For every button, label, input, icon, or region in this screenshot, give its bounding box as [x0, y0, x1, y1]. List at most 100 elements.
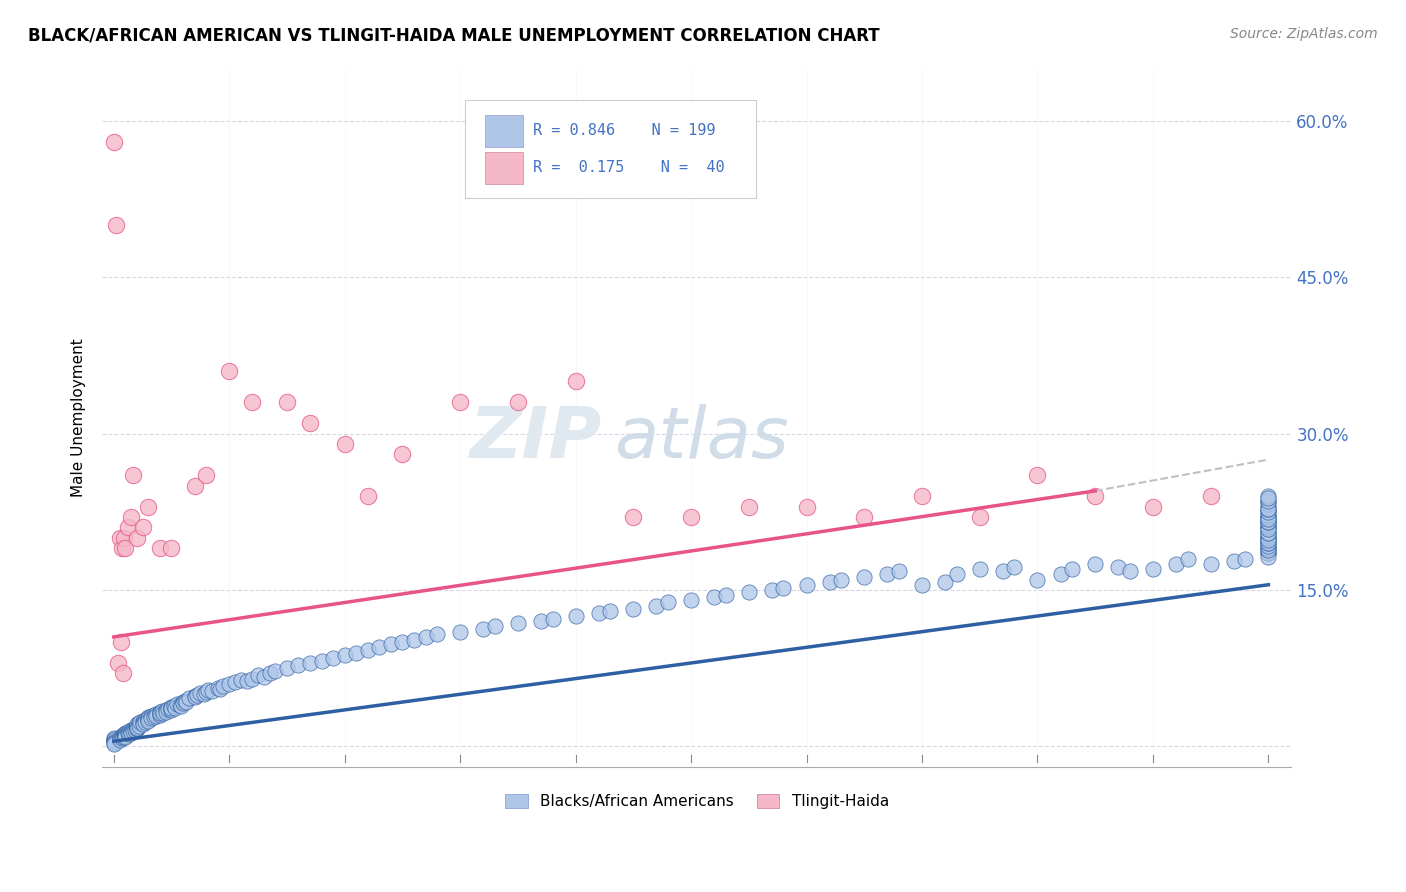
Point	[945, 567, 967, 582]
Point	[1257, 536, 1279, 550]
Point	[193, 687, 215, 701]
Point	[114, 726, 136, 740]
Point	[117, 520, 139, 534]
Point	[125, 722, 148, 736]
Point	[174, 693, 197, 707]
Point	[160, 699, 183, 714]
Point	[391, 447, 413, 461]
Point	[1002, 560, 1025, 574]
Point	[1026, 573, 1049, 587]
Point	[1257, 546, 1279, 560]
Point	[177, 691, 200, 706]
Point	[122, 468, 145, 483]
Point	[969, 510, 991, 524]
Point	[186, 688, 208, 702]
Point	[506, 616, 529, 631]
Point	[124, 721, 146, 735]
Point	[1257, 510, 1279, 524]
Point	[1257, 512, 1279, 526]
Point	[131, 716, 153, 731]
Point	[299, 656, 322, 670]
Point	[1257, 494, 1279, 508]
Point	[111, 666, 134, 681]
Point	[876, 567, 898, 582]
Point	[564, 609, 586, 624]
Point	[160, 541, 183, 556]
Point	[183, 690, 205, 704]
Point	[1257, 543, 1279, 558]
Point	[139, 709, 162, 723]
Point	[1257, 512, 1279, 526]
Point	[114, 729, 136, 743]
Point	[143, 710, 166, 724]
Point	[103, 731, 125, 745]
Point	[172, 694, 194, 708]
Point	[166, 697, 188, 711]
Point	[1164, 557, 1187, 571]
Point	[114, 727, 136, 741]
Point	[224, 674, 246, 689]
Point	[131, 717, 153, 731]
Point	[125, 720, 148, 734]
Point	[564, 375, 586, 389]
Point	[1084, 489, 1107, 503]
Point	[1222, 554, 1244, 568]
Point	[1026, 468, 1049, 483]
Point	[120, 726, 142, 740]
Point	[138, 500, 160, 514]
Point	[183, 478, 205, 492]
Point	[703, 591, 725, 605]
Point	[145, 707, 167, 722]
Point	[149, 705, 172, 719]
Point	[541, 612, 564, 626]
Point	[207, 681, 229, 695]
Point	[138, 710, 160, 724]
Point	[117, 726, 139, 740]
Y-axis label: Male Unemployment: Male Unemployment	[72, 338, 86, 497]
Point	[103, 135, 125, 149]
Point	[1142, 562, 1164, 576]
Point	[934, 574, 956, 589]
Point	[138, 714, 160, 728]
Point	[1257, 541, 1279, 556]
Text: ZIP: ZIP	[470, 404, 602, 474]
Point	[1257, 520, 1279, 534]
Point	[103, 734, 125, 748]
Point	[415, 630, 437, 644]
Point	[449, 395, 471, 409]
Point	[1049, 567, 1071, 582]
Point	[1257, 520, 1279, 534]
Point	[1257, 533, 1279, 547]
Point	[138, 714, 160, 729]
Point	[1199, 489, 1222, 503]
Point	[172, 696, 194, 710]
Point	[530, 614, 553, 628]
Point	[143, 708, 166, 723]
Point	[368, 640, 391, 655]
FancyBboxPatch shape	[485, 153, 523, 184]
Point	[235, 673, 257, 688]
Point	[138, 712, 160, 726]
Point	[1177, 551, 1199, 566]
Point	[1257, 489, 1279, 503]
Point	[391, 635, 413, 649]
Point	[163, 698, 186, 713]
Point	[134, 714, 156, 728]
Point	[103, 733, 125, 747]
Point	[621, 601, 644, 615]
Point	[333, 437, 356, 451]
Point	[114, 541, 136, 556]
Point	[402, 633, 425, 648]
Point	[1257, 523, 1279, 537]
Point	[796, 500, 818, 514]
Point	[911, 489, 934, 503]
Point	[259, 666, 281, 681]
Point	[599, 604, 621, 618]
Point	[138, 711, 160, 725]
Point	[761, 582, 783, 597]
Point	[299, 416, 322, 430]
Point	[125, 721, 148, 735]
Point	[163, 701, 186, 715]
Point	[1062, 562, 1084, 576]
Point	[1257, 510, 1279, 524]
